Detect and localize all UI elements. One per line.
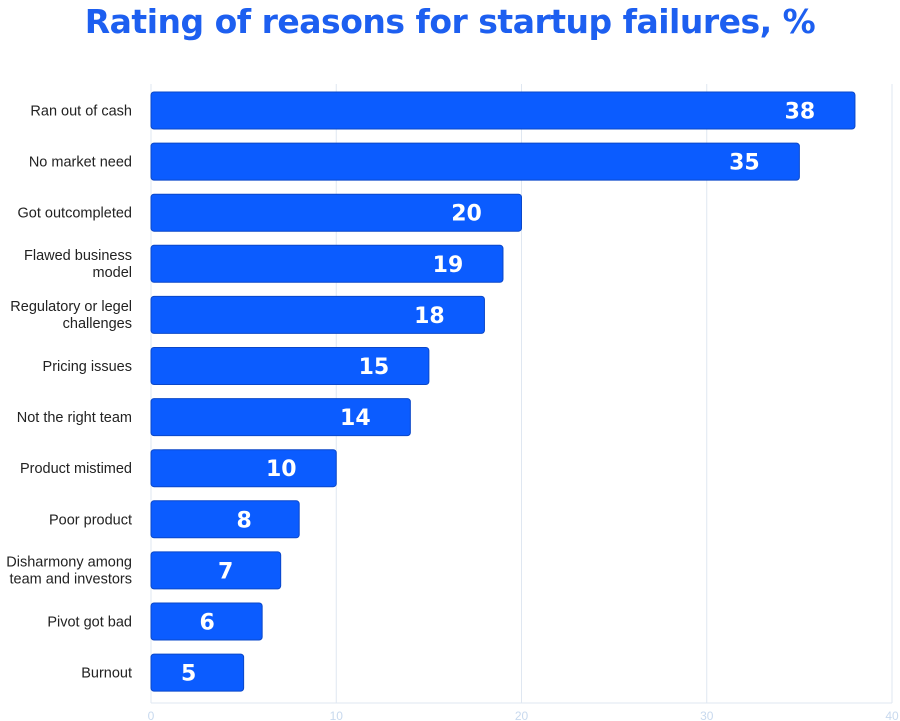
bar-value-label: 35 — [729, 151, 760, 176]
category-label-line: model — [93, 265, 133, 281]
bar-value-label: 20 — [451, 202, 482, 227]
category-label: Burnout — [81, 666, 132, 682]
category-label: Not the right team — [17, 410, 132, 426]
category-labels: Ran out of cash No market need Got outcomp… — [6, 104, 132, 682]
bar-value-label: 6 — [199, 611, 214, 636]
bar — [150, 449, 337, 488]
x-tick-label: 20 — [515, 709, 529, 721]
x-tick-label: 10 — [330, 709, 344, 721]
bar — [150, 602, 263, 641]
bar-value-label: 10 — [266, 457, 297, 482]
category-label: Got outcompleted — [18, 206, 132, 222]
category-label: Poor product — [49, 512, 132, 528]
category-label: Ran out of cash — [30, 104, 132, 120]
bar — [150, 193, 522, 232]
chart-title: Rating of reasons for startup failures, … — [84, 2, 816, 41]
bar-value-label: 5 — [181, 662, 196, 687]
x-tick-label: 40 — [885, 709, 899, 721]
category-label-line: Flawed business — [24, 248, 132, 264]
category-label-line: Disharmony among — [6, 554, 132, 570]
bar — [150, 551, 282, 590]
x-axis: 0 10 20 30 40 — [148, 702, 899, 721]
category-label-line: Regulatory or legel — [10, 299, 132, 315]
bars: 38 35 20 19 18 15 14 10 8 7 6 5 — [150, 91, 856, 692]
bar — [150, 142, 800, 181]
category-label: Regulatory or legel challenges — [10, 299, 132, 332]
bar — [150, 398, 411, 437]
category-label: Pivot got bad — [47, 615, 132, 631]
bar-value-label: 15 — [359, 355, 390, 380]
bar — [150, 500, 300, 539]
bar-value-label: 19 — [433, 253, 464, 278]
bar-value-label: 8 — [237, 508, 252, 533]
category-label: No market need — [29, 155, 132, 171]
bar — [150, 653, 245, 692]
bar-value-label: 7 — [218, 559, 233, 584]
bar — [150, 295, 485, 334]
x-tick-label: 30 — [700, 709, 714, 721]
bar-value-label: 38 — [785, 100, 816, 125]
bar — [150, 347, 430, 385]
category-label: Disharmony among team and investors — [6, 554, 132, 587]
x-tick-label: 0 — [148, 709, 155, 721]
gridlines — [150, 84, 893, 703]
category-label-line: challenges — [63, 316, 132, 332]
category-label: Flawed business model — [24, 248, 132, 281]
bar-value-label: 18 — [414, 304, 445, 329]
bar — [150, 91, 856, 130]
bar — [150, 244, 504, 283]
category-label-line: team and investors — [9, 571, 132, 587]
category-label: Product mistimed — [20, 461, 132, 477]
bar-value-label: 14 — [340, 406, 371, 431]
category-label: Pricing issues — [43, 359, 132, 375]
